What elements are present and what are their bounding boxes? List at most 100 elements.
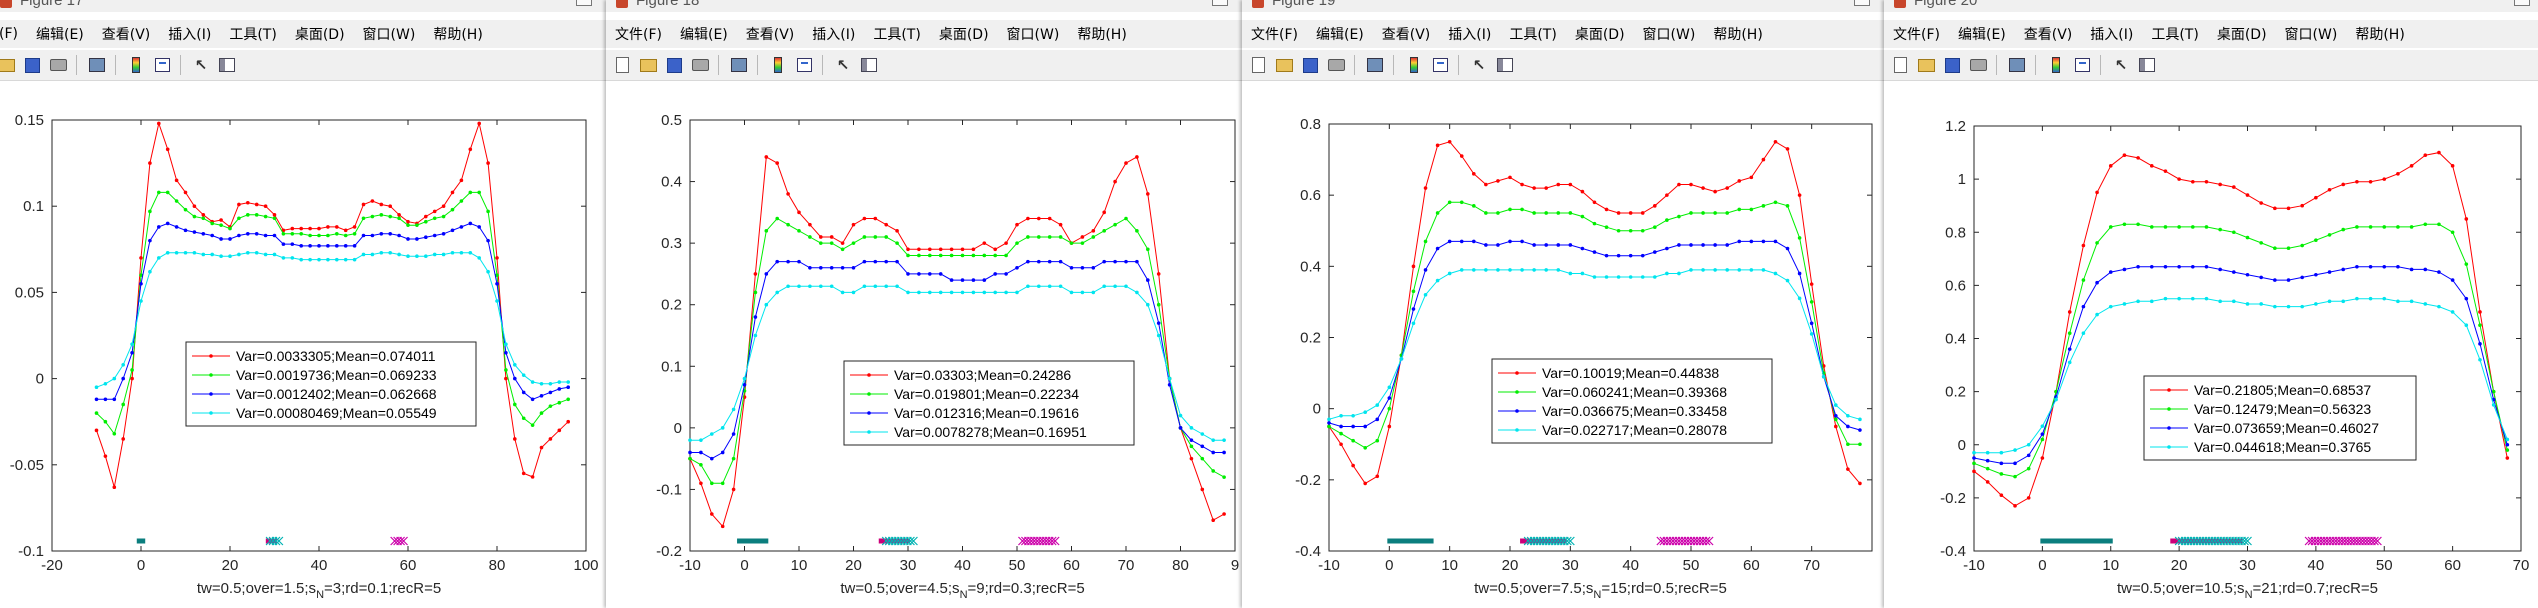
- menu-item[interactable]: 帮助(H): [433, 27, 483, 43]
- save-button[interactable]: [22, 55, 42, 75]
- maximize-button[interactable]: [576, 0, 592, 6]
- menu-item[interactable]: 窗口(W): [2284, 27, 2338, 43]
- legend-marker: [867, 430, 871, 434]
- x-tick-label: 30: [900, 557, 917, 574]
- print-figure-button[interactable]: [1365, 55, 1385, 75]
- window-title: Figure 17: [20, 0, 84, 9]
- open-folder-button[interactable]: [638, 55, 658, 75]
- menu-item[interactable]: 文件(F): [615, 27, 662, 43]
- menu-item[interactable]: (F): [0, 26, 18, 42]
- legend-button[interactable]: [1430, 55, 1450, 75]
- maximize-button[interactable]: [1212, 0, 1228, 6]
- data-point: [1834, 424, 1838, 429]
- menu-item[interactable]: 文件(F): [1251, 27, 1298, 43]
- new-file-button[interactable]: [1248, 55, 1268, 75]
- data-point: [1616, 228, 1621, 233]
- menu-item[interactable]: 编辑(E): [1957, 27, 2006, 43]
- y-tick-label: 0.5: [661, 112, 682, 129]
- data-point: [731, 407, 736, 412]
- data-point: [1858, 481, 1862, 486]
- menu-item[interactable]: 窗口(W): [1642, 27, 1696, 43]
- menu-item[interactable]: 工具(T): [873, 27, 921, 43]
- menu-item[interactable]: 帮助(H): [1713, 27, 1763, 43]
- property-panel-button[interactable]: [859, 55, 879, 75]
- pointer-arrow-button[interactable]: ↖: [1469, 55, 1489, 75]
- menu-item[interactable]: 桌面(D): [294, 27, 345, 43]
- menu-item[interactable]: 文件(F): [1893, 27, 1940, 43]
- maximize-button[interactable]: [1854, 0, 1870, 6]
- menu-item[interactable]: 帮助(H): [1077, 27, 1127, 43]
- data-point: [2232, 185, 2236, 189]
- menu-item[interactable]: 查看(V): [101, 27, 151, 43]
- maximize-button[interactable]: [2514, 0, 2530, 6]
- menu-item[interactable]: 帮助(H): [2355, 27, 2405, 43]
- colorbar-button[interactable]: [1404, 55, 1424, 75]
- data-point: [263, 214, 268, 219]
- legend-button[interactable]: [794, 55, 814, 75]
- data-point: [1178, 413, 1183, 418]
- x-tick-label: 70: [1803, 557, 1820, 574]
- data-point: [2341, 267, 2346, 272]
- menu-item[interactable]: 查看(V): [1381, 27, 1431, 43]
- property-panel-button[interactable]: [1495, 55, 1515, 75]
- save-button[interactable]: [1300, 55, 1320, 75]
- legend[interactable]: Var=0.0033305;Mean=0.074011 Var=0.0019736…: [185, 341, 477, 427]
- open-folder-button[interactable]: [1916, 55, 1936, 75]
- data-point: [2177, 264, 2181, 269]
- data-point: [2177, 296, 2181, 301]
- colorbar-button[interactable]: [2046, 55, 2066, 75]
- new-file-button[interactable]: [612, 55, 632, 75]
- colorbar-button[interactable]: [768, 55, 788, 75]
- data-point: [530, 380, 535, 384]
- print-figure-button[interactable]: [87, 55, 107, 75]
- legend[interactable]: Var=0.21805;Mean=0.68537 Var=0.12479;Mean…: [2143, 375, 2417, 461]
- data-point: [2163, 225, 2168, 229]
- menu-item[interactable]: 桌面(D): [938, 27, 989, 43]
- axes-box: [51, 119, 587, 552]
- menu-item[interactable]: 编辑(E): [1315, 27, 1364, 43]
- property-panel-button[interactable]: [2137, 55, 2157, 75]
- menu-item[interactable]: 查看(V): [2023, 27, 2073, 43]
- open-folder-button[interactable]: [0, 55, 16, 75]
- open-folder-button[interactable]: [1274, 55, 1294, 75]
- data-point: [1351, 463, 1355, 468]
- data-point: [299, 257, 304, 262]
- menu-item[interactable]: 工具(T): [229, 27, 277, 43]
- print-figure-button[interactable]: [2007, 55, 2027, 75]
- menu-item[interactable]: 窗口(W): [1006, 27, 1060, 43]
- legend[interactable]: Var=0.10019;Mean=0.44838 Var=0.060241;Mea…: [1491, 358, 1773, 444]
- menu-item[interactable]: 编辑(E): [35, 27, 84, 43]
- legend-button[interactable]: [152, 55, 172, 75]
- menu-item[interactable]: 桌面(D): [1574, 27, 1625, 43]
- data-point: [2013, 448, 2017, 452]
- data-point: [1737, 239, 1742, 244]
- property-panel-button[interactable]: [217, 55, 237, 75]
- menu-item[interactable]: 查看(V): [745, 27, 795, 43]
- print-button[interactable]: [1326, 55, 1346, 75]
- colorbar-button[interactable]: [126, 55, 146, 75]
- menu-item[interactable]: 窗口(W): [362, 27, 416, 43]
- save-button[interactable]: [1942, 55, 1962, 75]
- menu-item[interactable]: 插入(I): [2090, 27, 2134, 43]
- series-2: [1972, 222, 2510, 479]
- print-figure-button[interactable]: [729, 55, 749, 75]
- menu-item[interactable]: 插入(I): [812, 27, 856, 43]
- pointer-arrow-button[interactable]: ↖: [2111, 55, 2131, 75]
- print-button[interactable]: [48, 55, 68, 75]
- menu-item[interactable]: 编辑(E): [679, 27, 728, 43]
- menu-item[interactable]: 插入(I): [1448, 27, 1492, 43]
- legend-box: [185, 341, 477, 427]
- legend-button[interactable]: [2072, 55, 2092, 75]
- data-point: [895, 259, 899, 264]
- pointer-arrow-button[interactable]: ↖: [191, 55, 211, 75]
- print-button[interactable]: [690, 55, 710, 75]
- pointer-arrow-button[interactable]: ↖: [833, 55, 853, 75]
- menu-item[interactable]: 插入(I): [168, 27, 212, 43]
- print-button[interactable]: [1968, 55, 1988, 75]
- legend[interactable]: Var=0.03303;Mean=0.24286 Var=0.019801;Mea…: [843, 360, 1135, 446]
- new-file-button[interactable]: [1890, 55, 1910, 75]
- save-button[interactable]: [664, 55, 684, 75]
- menu-item[interactable]: 工具(T): [2151, 27, 2199, 43]
- menu-item[interactable]: 桌面(D): [2216, 27, 2267, 43]
- menu-item[interactable]: 工具(T): [1509, 27, 1557, 43]
